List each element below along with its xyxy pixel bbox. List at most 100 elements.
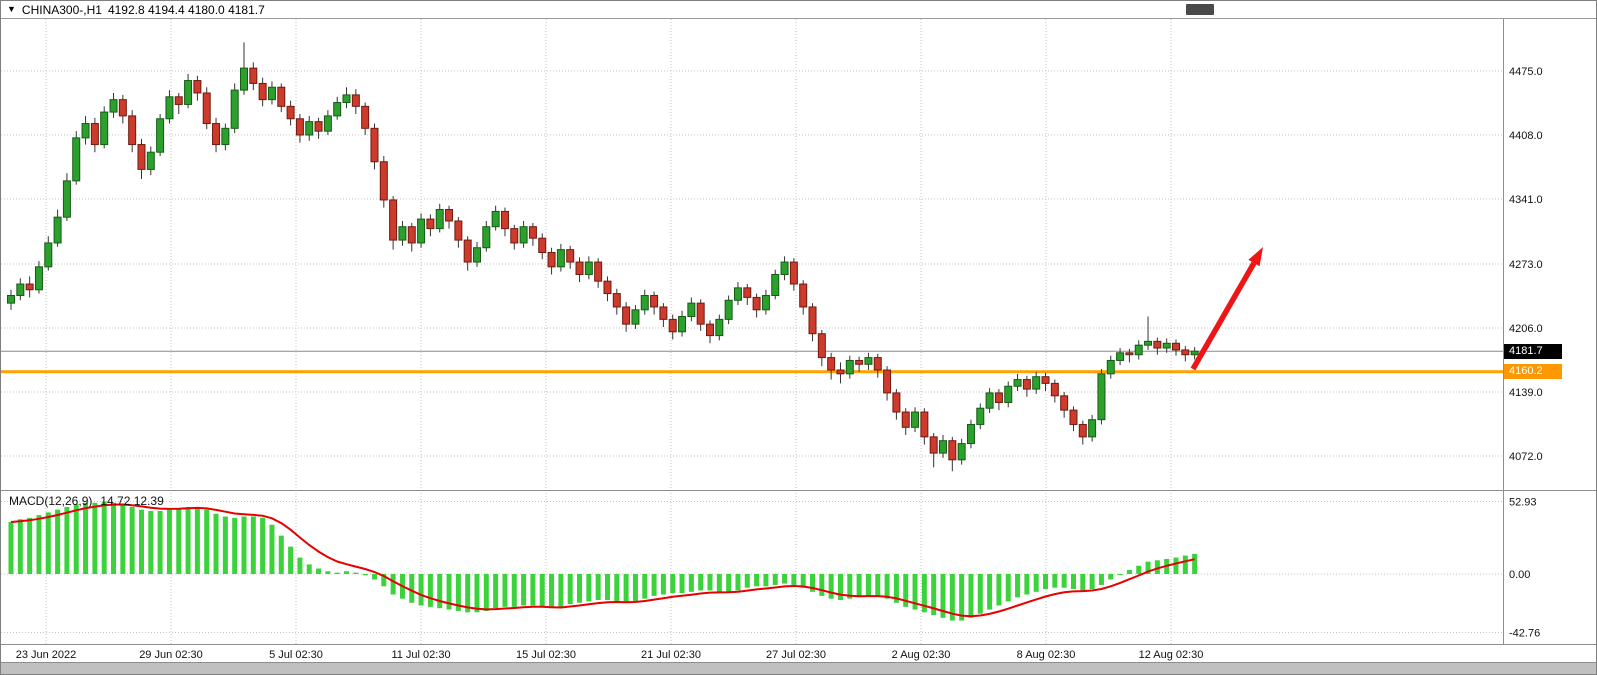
candle-body bbox=[1125, 352, 1134, 356]
candle-body bbox=[827, 357, 836, 371]
trend-arrow-shaft[interactable] bbox=[1190, 261, 1257, 371]
macd-histogram-bar bbox=[1043, 574, 1049, 590]
candle-body bbox=[118, 99, 127, 117]
time-axis-label: 5 Jul 02:30 bbox=[269, 649, 323, 661]
macd-histogram-bar bbox=[493, 574, 499, 609]
macd-histogram-bar bbox=[660, 574, 666, 595]
candle-body bbox=[500, 210, 509, 230]
macd-histogram-bar bbox=[577, 574, 583, 603]
macd-histogram-bar bbox=[856, 574, 862, 598]
macd-histogram-bar bbox=[381, 574, 387, 587]
macd-histogram-bar bbox=[810, 574, 816, 592]
candle-body bbox=[575, 261, 584, 275]
scrollbar-thumb[interactable] bbox=[1186, 4, 1214, 15]
macd-histogram-bar bbox=[977, 574, 983, 614]
macd-histogram-bar bbox=[1173, 557, 1179, 574]
symbol-dropdown-icon[interactable]: ▼ bbox=[7, 4, 16, 14]
macd-histogram-bar bbox=[847, 574, 853, 599]
time-axis-label: 27 Jul 02:30 bbox=[766, 649, 826, 661]
macd-histogram-bar bbox=[800, 574, 806, 588]
price-axis-label: 4206.0 bbox=[1509, 323, 1543, 335]
horizontal-level-line[interactable] bbox=[1, 370, 1503, 374]
candle-body bbox=[295, 118, 304, 136]
time-axis-label: 29 Jun 02:30 bbox=[139, 649, 203, 661]
macd-histogram-bar bbox=[1126, 569, 1132, 574]
macd-histogram-bar bbox=[409, 574, 415, 603]
candle-body bbox=[855, 359, 864, 365]
candle-body bbox=[1181, 349, 1190, 356]
macd-histogram-bar bbox=[903, 574, 909, 607]
macd-histogram-bar bbox=[344, 571, 350, 574]
macd-histogram-bar bbox=[1145, 561, 1151, 574]
macd-histogram-bar bbox=[316, 568, 322, 574]
macd-histogram-bar bbox=[828, 574, 834, 599]
candle-body bbox=[267, 86, 276, 101]
price-axis-label: 4341.0 bbox=[1509, 194, 1543, 206]
macd-histogram-bar bbox=[1192, 553, 1198, 574]
candle-body bbox=[939, 440, 947, 454]
candle-body bbox=[706, 323, 714, 337]
candle-body bbox=[696, 302, 705, 325]
trend-arrow-head[interactable] bbox=[1248, 247, 1263, 267]
macd-histogram-bar bbox=[558, 574, 564, 609]
candle-body bbox=[1190, 350, 1199, 356]
candle-body bbox=[752, 296, 761, 311]
macd-histogram-bar bbox=[427, 574, 433, 607]
macd-histogram-bar bbox=[101, 501, 107, 574]
macd-histogram-bar bbox=[297, 557, 303, 574]
macd-histogram-bar bbox=[148, 511, 154, 574]
candle-body bbox=[1144, 340, 1153, 346]
macd-histogram-bar bbox=[1015, 574, 1021, 598]
candle-body bbox=[100, 111, 109, 146]
macd-histogram-bar bbox=[931, 574, 937, 616]
macd-histogram-bar bbox=[912, 574, 918, 610]
macd-histogram-bar bbox=[446, 574, 452, 610]
candle-body bbox=[137, 144, 146, 170]
macd-histogram-bar bbox=[353, 572, 359, 574]
macd-histogram-bar bbox=[437, 574, 443, 609]
macd-histogram-bar bbox=[754, 574, 760, 587]
candle-body bbox=[566, 249, 575, 263]
macd-histogram-bar bbox=[120, 504, 126, 574]
candle-body bbox=[1022, 379, 1031, 390]
candle-body bbox=[81, 123, 90, 139]
candle-body bbox=[743, 287, 752, 298]
macd-histogram-bar bbox=[390, 574, 396, 595]
candle-body bbox=[230, 89, 239, 129]
candle-body bbox=[25, 283, 34, 291]
macd-histogram-bar bbox=[36, 515, 42, 574]
candle-body bbox=[221, 127, 230, 146]
candle-body bbox=[174, 96, 183, 105]
macd-histogram-bar bbox=[782, 574, 788, 584]
candle-body bbox=[538, 237, 547, 254]
candle-body bbox=[435, 209, 444, 230]
candle-body bbox=[510, 228, 519, 244]
candle-body bbox=[920, 411, 929, 438]
macd-histogram-bar bbox=[698, 574, 704, 591]
macd-histogram-bar bbox=[1117, 574, 1123, 575]
macd-histogram-bar bbox=[166, 509, 172, 574]
macd-histogram-bar bbox=[45, 512, 51, 574]
macd-histogram-bar bbox=[744, 574, 750, 588]
candle-body bbox=[873, 357, 882, 371]
candle-body bbox=[994, 392, 1003, 403]
macd-histogram-bar bbox=[73, 504, 79, 574]
macd-histogram-bar bbox=[987, 574, 993, 610]
macd-histogram-bar bbox=[763, 574, 769, 587]
chart-top-bar: ▼ CHINA300-,H1 4192.8 4194.4 4180.0 4181… bbox=[1, 1, 1596, 19]
time-axis-label: 21 Jul 02:30 bbox=[641, 649, 701, 661]
candle-body bbox=[473, 247, 481, 263]
candle-body bbox=[72, 137, 81, 182]
candle-body bbox=[370, 127, 379, 163]
macd-signal-line bbox=[10, 503, 1195, 618]
candle-body bbox=[892, 392, 901, 413]
candle-body bbox=[901, 411, 910, 428]
macd-histogram-bar bbox=[1098, 574, 1104, 585]
candle-body bbox=[976, 407, 985, 425]
macd-histogram-bar bbox=[111, 502, 117, 574]
chart-canvas[interactable]: 4475.0 4408.0 4341.0 4273.0 4206.0 4139.0 4072… bbox=[1, 1, 1597, 662]
candle-body bbox=[1172, 342, 1180, 351]
macd-histogram-bar bbox=[772, 574, 778, 585]
macd-histogram-bar bbox=[27, 517, 33, 574]
macd-histogram-bar bbox=[232, 517, 238, 574]
